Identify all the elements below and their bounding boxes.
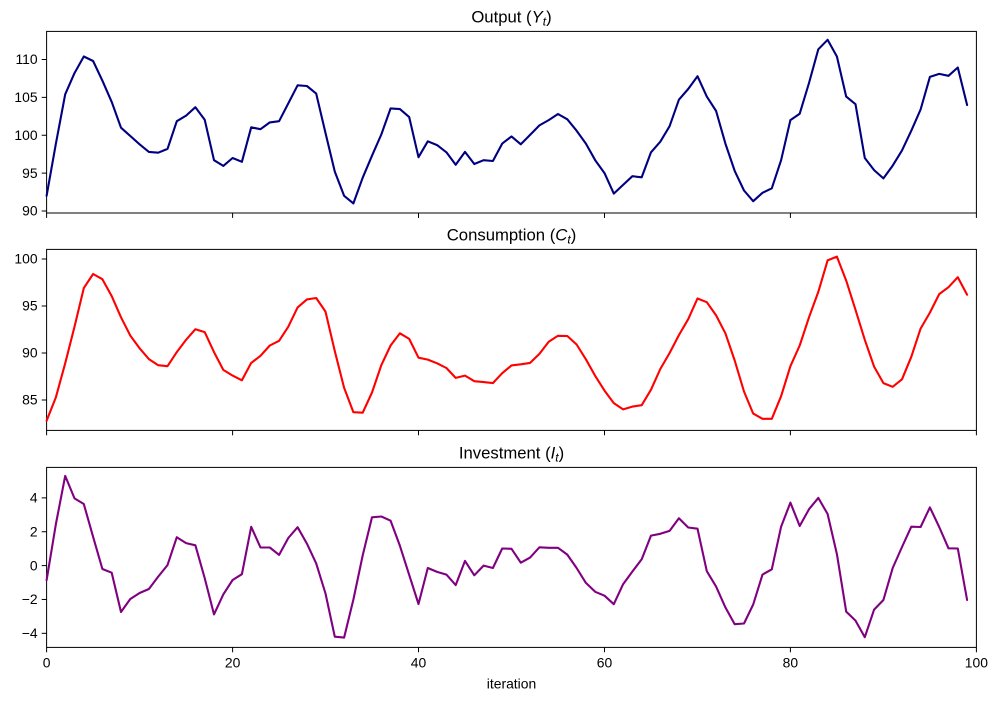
svg-text:0: 0 <box>43 655 51 671</box>
svg-text:Investment (It): Investment (It) <box>459 444 564 465</box>
svg-text:−4: −4 <box>22 625 38 641</box>
svg-text:95: 95 <box>22 298 38 314</box>
svg-text:2: 2 <box>30 523 38 539</box>
svg-text:100: 100 <box>14 127 37 143</box>
svg-text:95: 95 <box>22 165 38 181</box>
svg-text:100: 100 <box>965 655 988 671</box>
svg-text:105: 105 <box>14 89 37 105</box>
svg-text:110: 110 <box>15 51 37 67</box>
svg-text:0: 0 <box>30 557 38 573</box>
svg-text:80: 80 <box>783 655 799 671</box>
svg-text:90: 90 <box>22 345 38 361</box>
svg-text:−2: −2 <box>22 591 38 607</box>
svg-text:Consumption (Ct): Consumption (Ct) <box>447 226 577 247</box>
svg-text:40: 40 <box>411 655 427 671</box>
svg-text:4: 4 <box>30 490 38 506</box>
svg-text:iteration: iteration <box>487 676 536 692</box>
svg-text:90: 90 <box>22 203 38 219</box>
svg-text:Output (Yt): Output (Yt) <box>471 8 551 29</box>
svg-text:85: 85 <box>22 392 38 408</box>
svg-text:60: 60 <box>597 655 613 671</box>
svg-text:100: 100 <box>14 251 37 267</box>
svg-text:20: 20 <box>225 655 241 671</box>
